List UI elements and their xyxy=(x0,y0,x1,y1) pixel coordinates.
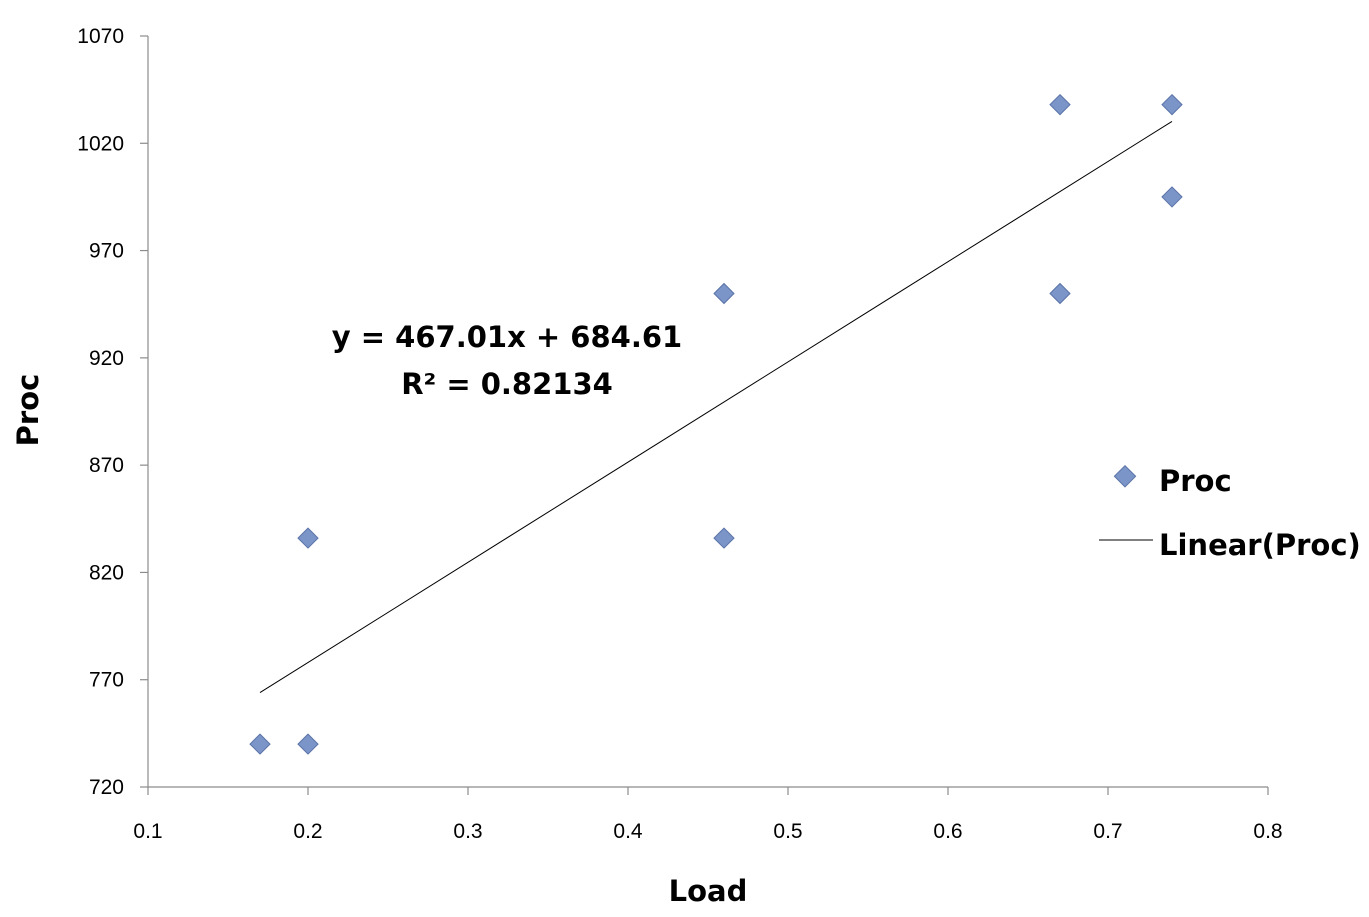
x-tick-label: 0.3 xyxy=(453,820,482,843)
x-axis-ticks: 0.1 0.2 0.3 0.4 0.5 0.6 0.7 0.8 xyxy=(133,787,1283,843)
data-point xyxy=(249,733,271,755)
data-point xyxy=(713,527,735,549)
data-point xyxy=(1049,282,1071,305)
y-tick-label: 720 xyxy=(89,776,124,799)
x-axis-title: Load xyxy=(669,874,748,908)
x-tick-label: 0.8 xyxy=(1253,820,1282,843)
legend-marker-proc xyxy=(1113,464,1137,488)
x-tick-label: 0.1 xyxy=(133,820,162,843)
x-tick-label: 0.7 xyxy=(1093,820,1122,843)
axes xyxy=(147,36,1268,788)
trendline-equation: y = 467.01x + 684.61 xyxy=(332,320,682,354)
y-axis-title: Proc xyxy=(11,374,45,447)
data-points xyxy=(249,93,1183,755)
data-point xyxy=(1049,93,1071,116)
trendline-group xyxy=(259,120,1173,694)
y-axis-ticks: 720 770 820 870 920 970 1020 1070 xyxy=(77,25,148,799)
data-point xyxy=(1161,186,1183,208)
data-point xyxy=(713,282,735,305)
y-tick-label: 820 xyxy=(89,561,124,584)
x-tick-label: 0.6 xyxy=(933,820,962,843)
r-squared-label: R² = 0.82134 xyxy=(401,367,613,401)
x-tick-label: 0.2 xyxy=(293,820,322,843)
legend-label-proc: Proc xyxy=(1159,464,1232,498)
x-tick-label: 0.4 xyxy=(613,820,643,843)
y-tick-label: 920 xyxy=(89,347,124,370)
data-point xyxy=(297,733,319,755)
legend-label-linear: Linear(Proc) xyxy=(1159,528,1361,562)
y-tick-label: 970 xyxy=(89,240,124,263)
trendline xyxy=(259,120,1173,694)
data-point xyxy=(297,527,319,549)
legend: Proc Linear(Proc) xyxy=(1099,464,1361,562)
x-tick-label: 0.5 xyxy=(773,820,802,843)
y-tick-label: 870 xyxy=(89,454,124,477)
y-tick-label: 770 xyxy=(89,669,124,692)
data-point xyxy=(1161,93,1183,116)
y-tick-label: 1070 xyxy=(77,25,124,48)
y-tick-label: 1020 xyxy=(77,132,124,155)
